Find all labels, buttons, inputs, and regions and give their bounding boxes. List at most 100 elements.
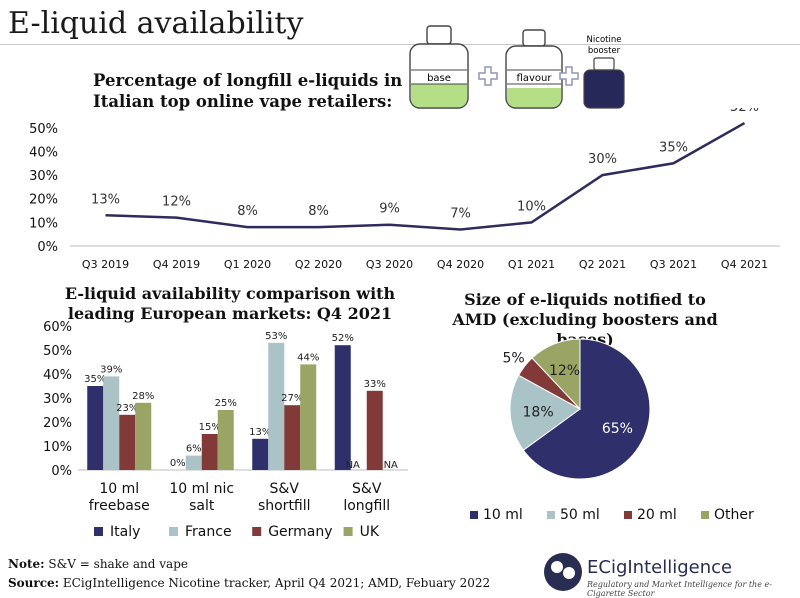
bar-value-label: 25% [215, 398, 237, 409]
y-tick-label: 0% [37, 240, 58, 255]
legend-label: 50 ml [560, 507, 600, 523]
x-tick-label: Q4 2021 [721, 258, 768, 271]
x-tick-label: Q3 2019 [82, 258, 129, 271]
bar-value-label: 6% [186, 444, 202, 455]
bar-germany [284, 405, 301, 470]
bar-value-label: 13% [249, 427, 271, 438]
data-label: 10% [517, 199, 546, 214]
bar-uk [135, 402, 152, 470]
nicotine-booster-bottle-icon: Nicotine booster [583, 35, 625, 109]
bar-value-label: 53% [265, 331, 287, 342]
bar-france [103, 376, 120, 470]
y-tick-label: 20% [29, 193, 58, 208]
ecigintelligence-logo-icon [544, 553, 582, 591]
legend-swatch [547, 511, 555, 519]
title-divider [0, 44, 800, 45]
y-tick-label: 30% [29, 169, 58, 184]
legend-label: UK [360, 524, 380, 540]
bar-germany [201, 434, 218, 470]
bar-value-label: 39% [100, 364, 122, 375]
booster-label-line2: booster [588, 46, 621, 56]
page-title: E-liquid availability [8, 6, 304, 41]
data-label: 12% [162, 195, 191, 210]
category-label: shortfill [258, 498, 311, 514]
legend-swatch [470, 511, 478, 519]
pie-slice-10-ml [522, 338, 651, 480]
bar-value-label: 15% [199, 422, 221, 433]
y-tick-label: 40% [29, 145, 58, 160]
pie-chart: 65% 18% 5% 12% 10 ml 50 ml 20 ml Other [470, 338, 754, 523]
base-bottle-icon: base [409, 25, 469, 109]
bar-value-label: 0% [170, 458, 186, 469]
bar-italy [334, 345, 351, 470]
legend-swatch [252, 527, 262, 536]
series-line [105, 122, 746, 231]
flavour-label: flavour [517, 73, 553, 84]
legend-label: Germany [268, 524, 332, 540]
y-tick-label: 10% [43, 440, 72, 455]
x-tick-label: Q3 2021 [650, 258, 697, 271]
pie-value-label: 5% [503, 351, 525, 367]
bar-value-label: 52% [332, 333, 354, 344]
flavour-bottle-icon: flavour [505, 29, 563, 109]
plus-icon [559, 66, 579, 86]
bar-germany [119, 414, 136, 470]
pie-value-label: 65% [602, 421, 633, 437]
footnote: Note: S&V = shake and vape [8, 557, 188, 571]
y-tick-label: 30% [43, 392, 72, 407]
category-label: S&V [270, 481, 300, 497]
y-tick-label: 60% [43, 320, 72, 335]
x-tick-label: Q4 2019 [153, 258, 200, 271]
legend-label: 20 ml [637, 507, 677, 523]
bar-value-label: 44% [297, 352, 319, 363]
bar-italy [87, 386, 104, 470]
legend-swatch [624, 511, 632, 519]
category-label: longfill [343, 498, 390, 514]
bar-uk [300, 364, 317, 470]
pie-slice-other [531, 338, 581, 411]
bar-uk [217, 410, 234, 470]
pie-value-label: 12% [549, 363, 580, 379]
data-label: 13% [91, 192, 120, 207]
bar-value-label: 28% [132, 391, 154, 402]
bar-italy [252, 438, 269, 470]
bar-value-label: NA [384, 460, 398, 471]
bar-germany [366, 390, 383, 470]
logo-tagline: Regulatory and Market Intelligence for t… [587, 580, 772, 598]
x-tick-label: Q1 2020 [224, 258, 271, 271]
bar-value-label: 23% [116, 403, 138, 414]
y-tick-label: 10% [29, 216, 58, 231]
data-label: 7% [450, 206, 471, 221]
x-tick-label: Q1 2021 [508, 258, 555, 271]
data-label: 30% [588, 152, 617, 167]
data-label: 8% [237, 204, 258, 219]
bottle-illustration: base flavour Nicotine booster [409, 25, 625, 109]
legend-swatch [701, 511, 709, 519]
bar-chart: 0% 10% 20% 30% 40% 50% 60% 35%39% 23%28% 10 mlfre… [43, 320, 408, 540]
x-tick-label: Q2 2021 [579, 258, 626, 271]
bar-value-label: 35% [84, 374, 106, 385]
bar-france [185, 455, 202, 470]
legend-label: Italy [110, 524, 140, 540]
x-tick-label: Q2 2020 [295, 258, 342, 271]
y-tick-label: 20% [43, 416, 72, 431]
legend-swatch [169, 527, 178, 536]
legend-label: 10 ml [483, 507, 523, 523]
source-note: Source: ECigIntelligence Nicotine tracke… [8, 576, 491, 590]
line-chart-title: Percentage of longfill e-liquids in Ital… [93, 71, 403, 111]
legend-label: France [185, 524, 232, 540]
booster-label-line1: Nicotine [587, 35, 622, 45]
legend-swatch [94, 527, 103, 536]
bar-value-label: 27% [281, 393, 303, 404]
data-label: 35% [659, 140, 688, 155]
line-chart: 0% 10% 20% 30% 40% 50% Q3 2019 Q4 2019 Q1 2020 Q2… [29, 108, 780, 271]
base-label: base [427, 73, 451, 84]
category-label: S&V [352, 481, 382, 497]
legend-label: Other [714, 507, 754, 523]
pie-slice-50-ml [509, 374, 581, 451]
legend-swatch [343, 527, 353, 536]
bar-value-label: 33% [364, 379, 386, 390]
category-label: 10 ml [99, 481, 139, 497]
data-label: 9% [379, 202, 400, 217]
bar-value-label: NA [346, 460, 360, 471]
